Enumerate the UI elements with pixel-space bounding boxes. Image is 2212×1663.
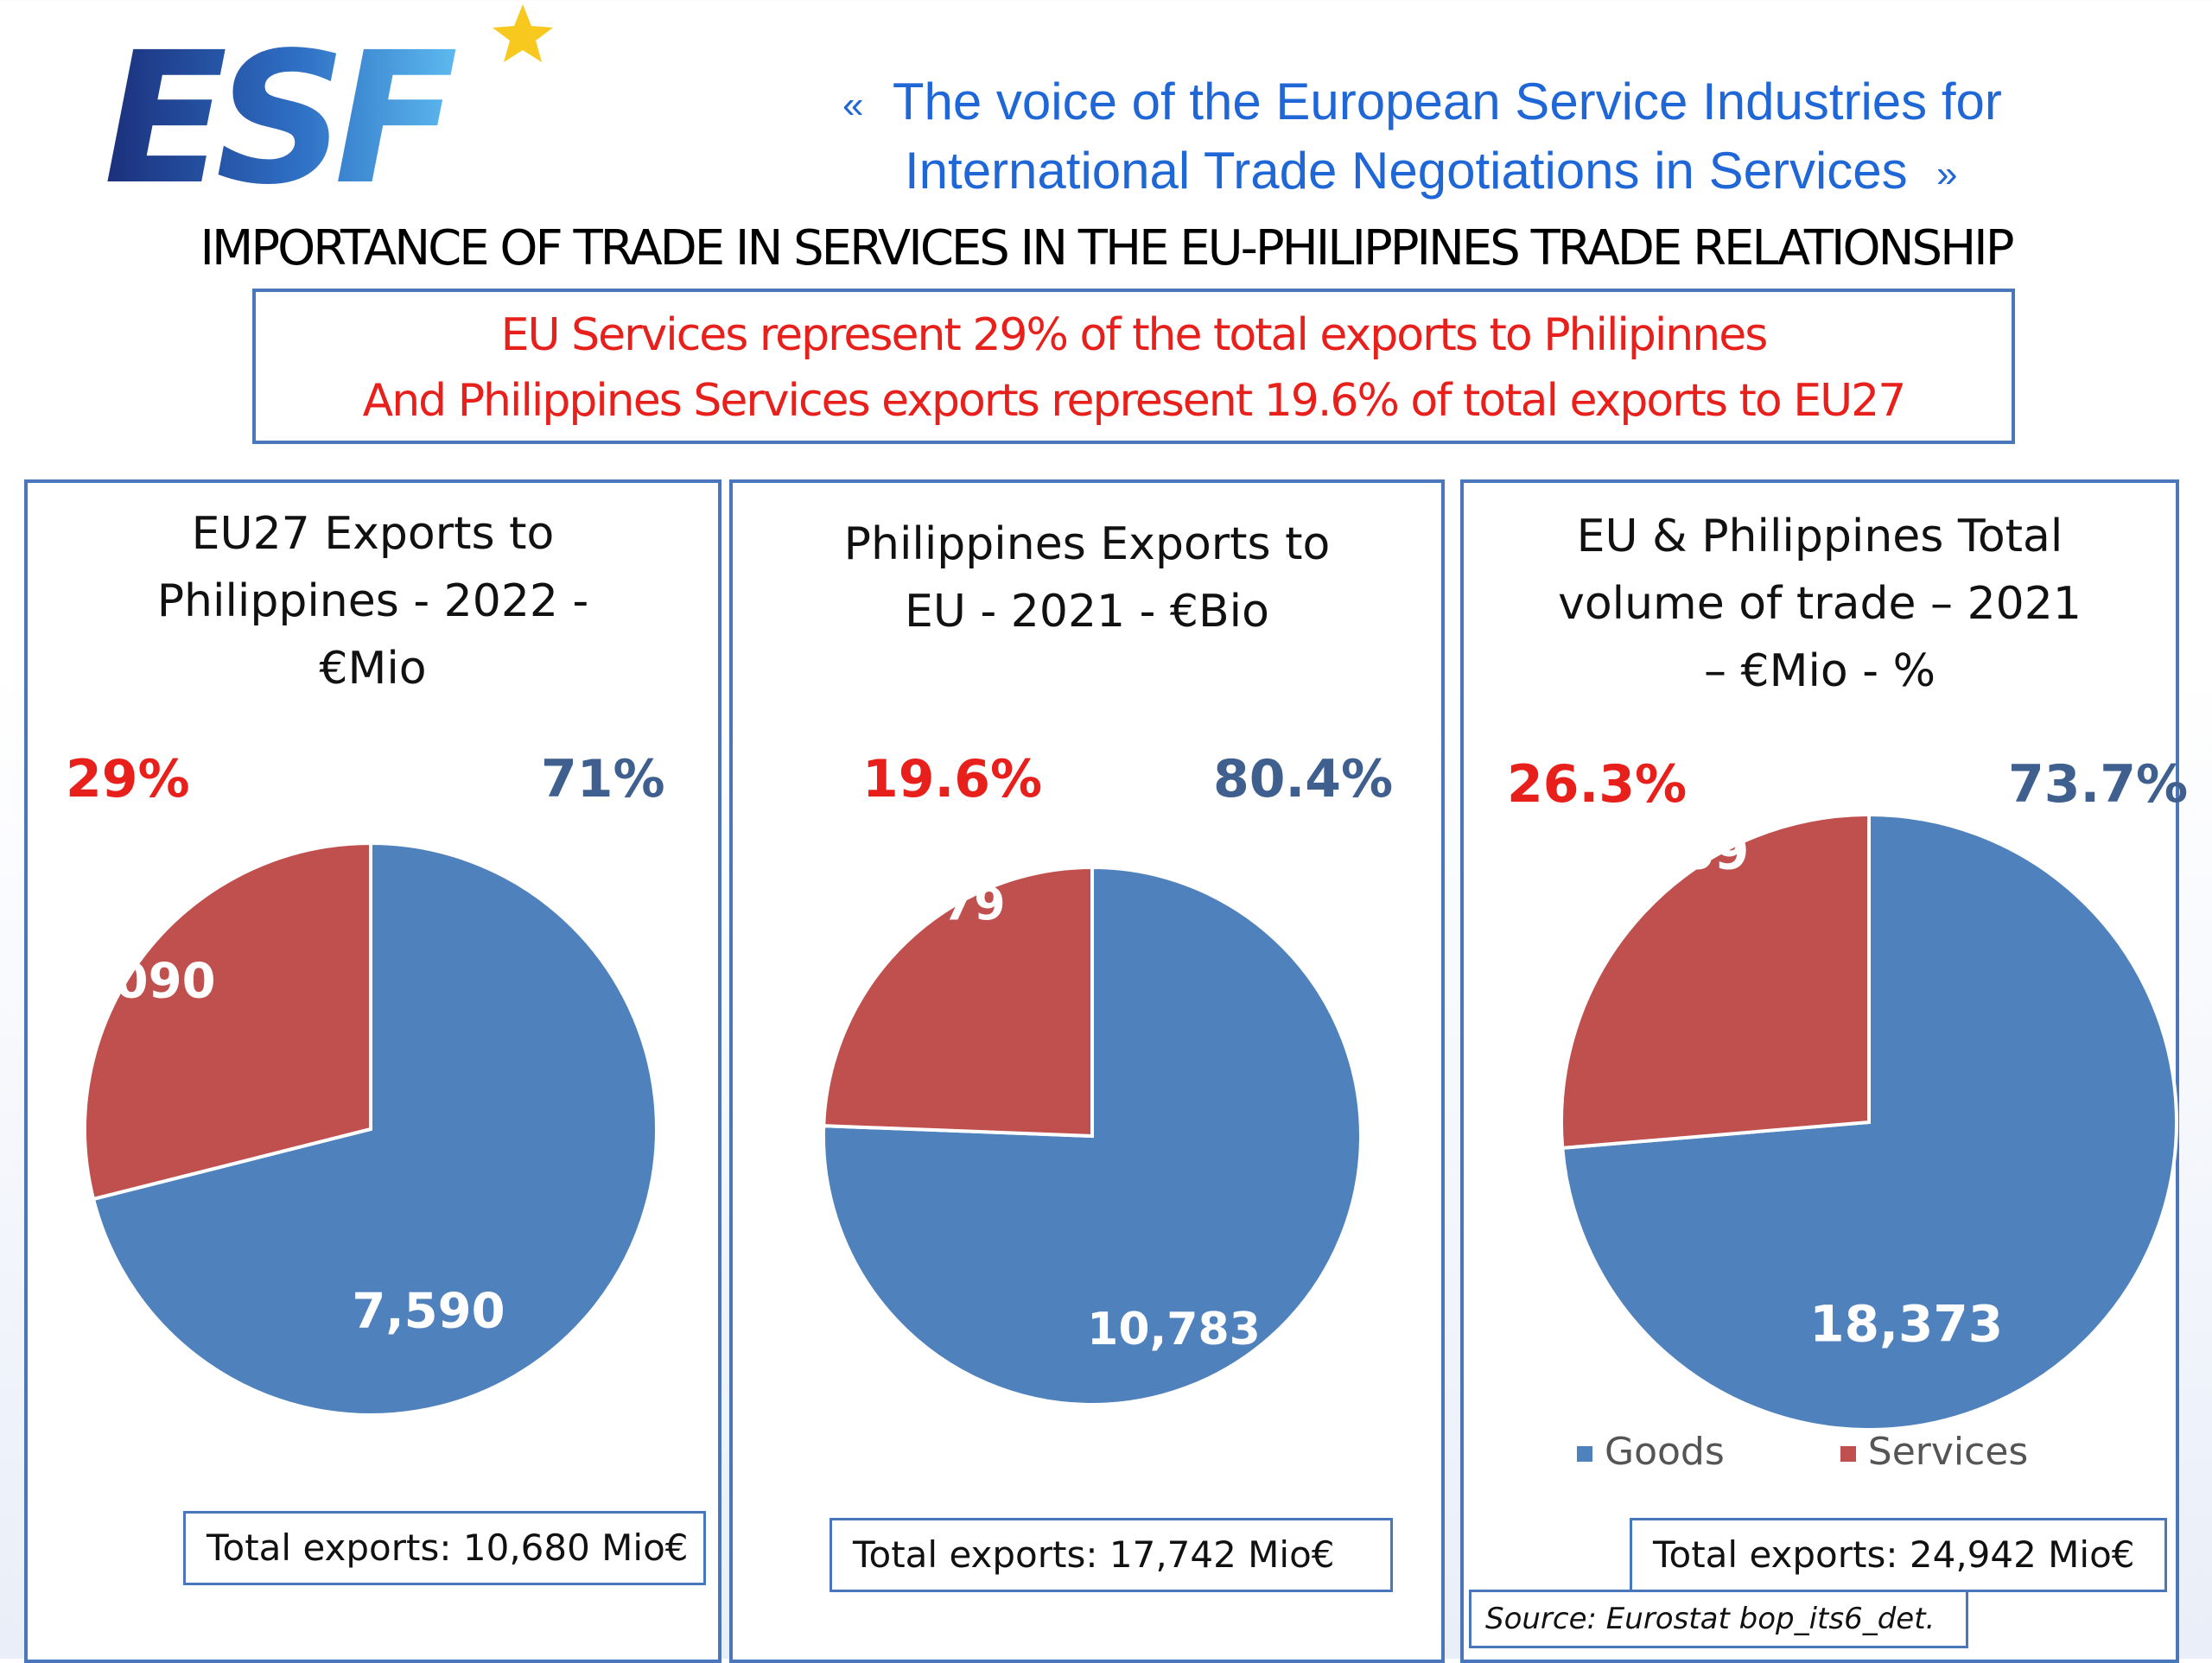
summary-banner: EU Services represent 29% of the total e… xyxy=(252,289,2015,444)
data-label-goods: 7,590 xyxy=(352,1284,505,1340)
panel-title: Philippines Exports to EU - 2021 - €Bio xyxy=(733,511,1441,645)
services-percent: 26.3% xyxy=(1507,754,1688,815)
source-note: Source: Eurostat bop_its6_det. xyxy=(1469,1590,1968,1648)
pie-slice-goods xyxy=(91,841,658,1417)
total-exports: Total exports: 17,742 Mio€ xyxy=(830,1518,1393,1592)
data-label-services: 3,479 xyxy=(863,879,1005,930)
data-label-goods: 10,783 xyxy=(1087,1304,1261,1355)
legend-services-label: Services xyxy=(1867,1430,2029,1474)
pie-slice-services xyxy=(822,865,1094,1139)
tagline-line2: International Trade Negotiations in Serv… xyxy=(905,142,1908,200)
legend-item-services: Services xyxy=(1840,1430,2029,1474)
panel-title: EU & Philippines Total volume of trade –… xyxy=(1464,503,2176,705)
page-title: IMPORTANCE OF TRADE IN SERVICES IN THE E… xyxy=(200,220,2015,276)
panel-title-line: volume of trade – 2021 xyxy=(1558,578,2082,630)
panel-title: EU27 Exports to Philippines - 2022 - €Mi… xyxy=(28,500,718,702)
panel-total-trade: EU & Philippines Total volume of trade –… xyxy=(1460,479,2188,1663)
goods-percent: 71% xyxy=(541,749,665,809)
data-label-services: 3,090 xyxy=(62,954,215,1010)
legend-goods-label: Goods xyxy=(1605,1430,1725,1474)
goods-percent: 73.7% xyxy=(2008,754,2189,815)
panel-title-line: EU - 2021 - €Bio xyxy=(905,586,1269,638)
panel-title-line: EU & Philippines Total xyxy=(1576,511,2063,562)
logo-text: ESF xyxy=(104,13,456,207)
total-exports: Total exports: 24,942 Mio€ xyxy=(1630,1518,2167,1592)
banner-line1: EU Services represent 29% of the total e… xyxy=(500,309,1769,361)
data-label-goods: 18,373 xyxy=(1809,1295,2003,1354)
pie-chart: 18,373 6,569 xyxy=(1560,812,2178,1431)
legend: Goods Services xyxy=(1577,1430,2132,1474)
data-label-services: 6,569 xyxy=(1591,822,1749,881)
pie-slice-services xyxy=(83,841,372,1202)
panel-title-line: €Mio xyxy=(319,643,427,695)
banner-line2: And Philippines Services exports represe… xyxy=(362,375,1907,427)
pie-chart: 7,590 3,090 xyxy=(62,841,658,1417)
esf-logo: ESF xyxy=(104,4,553,207)
services-percent: 19.6% xyxy=(862,749,1043,809)
tagline-close-quote: » xyxy=(1936,153,1958,196)
pie-slice-goods xyxy=(822,865,1363,1406)
pie-chart: 10,783 3,479 xyxy=(822,865,1363,1406)
tagline-line1: The voice of the European Service Indust… xyxy=(892,73,2002,130)
goods-percent: 80.4% xyxy=(1213,749,1394,809)
panel-title-line: – €Mio - % xyxy=(1704,645,1936,697)
panel-philippines-exports: Philippines Exports to EU - 2021 - €Bio … xyxy=(729,479,1445,1663)
legend-item-goods: Goods xyxy=(1577,1430,1725,1474)
goods-swatch xyxy=(1577,1446,1592,1462)
tagline-open-quote: « xyxy=(842,84,864,127)
panel-title-line: Philippines - 2022 - xyxy=(156,575,589,627)
panel-title-line: EU27 Exports to xyxy=(191,508,555,560)
panel-title-line: Philippines Exports to xyxy=(843,518,1331,570)
panel-eu27-exports: EU27 Exports to Philippines - 2022 - €Mi… xyxy=(24,479,721,1663)
tagline: « The voice of the European Service Indu… xyxy=(842,69,2121,207)
total-exports: Total exports: 10,680 Mio€ xyxy=(183,1511,706,1585)
services-percent: 29% xyxy=(66,749,190,809)
services-swatch xyxy=(1840,1446,1856,1462)
star-icon xyxy=(493,4,553,62)
pie-slice-services xyxy=(1560,812,1871,1151)
